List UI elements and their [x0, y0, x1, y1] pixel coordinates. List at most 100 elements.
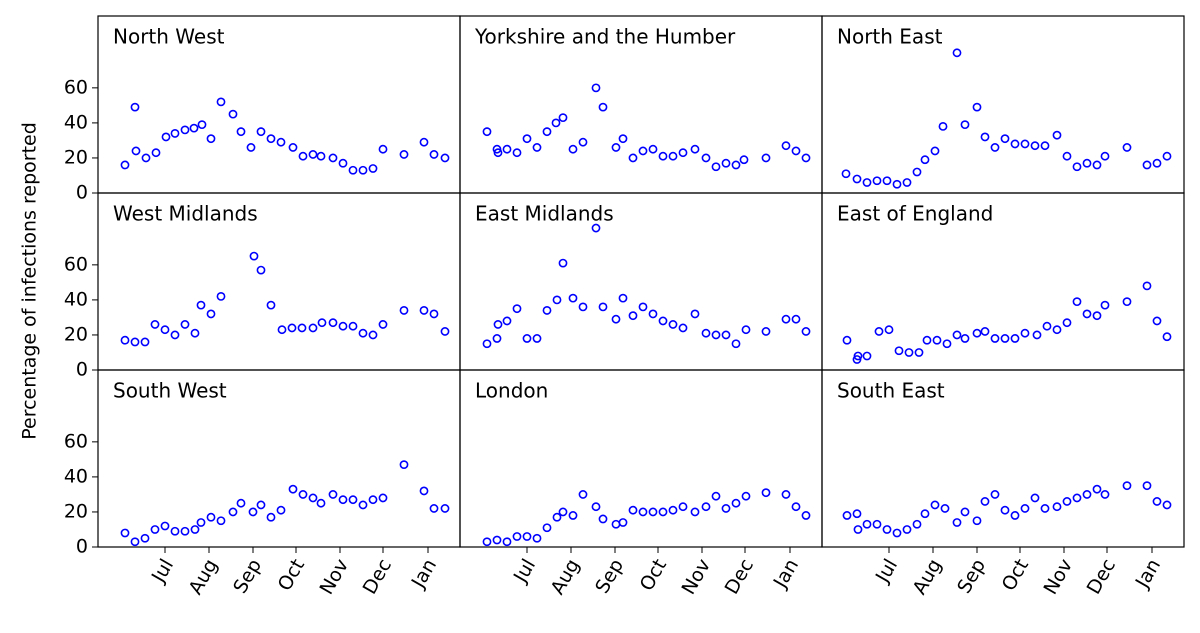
data-point	[1162, 332, 1172, 342]
data-point	[892, 528, 902, 538]
data-point	[1062, 151, 1072, 161]
data-point	[266, 300, 276, 310]
data-point	[894, 346, 904, 356]
data-point	[216, 291, 226, 301]
data-point	[522, 134, 532, 144]
data-point	[1100, 490, 1110, 499]
data-point	[952, 518, 962, 527]
data-point	[932, 335, 942, 345]
data-point	[721, 330, 731, 340]
y-tick-label: 60	[64, 430, 88, 452]
data-point	[591, 83, 601, 93]
data-point	[618, 293, 628, 303]
data-point	[721, 158, 731, 168]
data-point	[170, 129, 180, 138]
data-point	[591, 223, 601, 233]
data-point	[131, 146, 141, 156]
data-point	[532, 334, 542, 343]
data-point	[532, 143, 542, 152]
data-point	[338, 158, 348, 168]
y-axis-label: Percentage of infections reported	[19, 122, 41, 440]
data-point	[249, 251, 259, 261]
data-point	[1082, 309, 1092, 319]
data-point	[228, 109, 238, 119]
data-point	[1020, 139, 1030, 149]
data-point	[980, 327, 990, 336]
data-point	[1162, 500, 1172, 510]
data-point	[668, 151, 678, 161]
data-point	[256, 127, 266, 137]
data-point	[912, 167, 922, 177]
data-point	[972, 102, 982, 112]
x-tick-label: Nov	[677, 555, 715, 598]
data-point	[161, 132, 171, 142]
x-tick-label: Jul	[147, 555, 178, 587]
data-point	[190, 525, 200, 534]
y-tick-label: 0	[76, 536, 88, 558]
data-point	[399, 150, 409, 159]
data-point	[197, 120, 207, 130]
data-point	[852, 174, 862, 184]
data-point	[930, 500, 940, 510]
data-point	[493, 320, 503, 329]
x-tick-label: Dec	[721, 555, 758, 598]
data-point	[348, 495, 358, 505]
data-point	[904, 348, 914, 357]
data-point	[761, 488, 771, 498]
data-point	[578, 490, 588, 499]
x-tick-label: Nov	[315, 555, 353, 598]
data-point	[429, 504, 439, 513]
data-point	[960, 507, 970, 517]
x-tick-label: Aug	[184, 555, 222, 598]
data-point	[150, 525, 160, 534]
data-point	[276, 505, 286, 515]
data-point	[180, 125, 190, 135]
data-point	[150, 320, 160, 329]
x-tick-label: Nov	[1039, 555, 1077, 598]
y-tick-label: 0	[76, 182, 88, 204]
data-point	[980, 497, 990, 506]
data-point	[1052, 130, 1062, 140]
data-point	[648, 507, 658, 517]
data-point	[492, 334, 502, 343]
data-point	[628, 505, 638, 515]
data-point	[892, 179, 902, 189]
data-point	[368, 164, 378, 173]
data-point	[884, 325, 894, 335]
data-point	[429, 150, 439, 159]
data-point	[502, 316, 512, 326]
data-point	[419, 306, 429, 315]
data-point	[558, 113, 568, 123]
data-point	[972, 516, 982, 526]
data-point	[266, 512, 276, 522]
data-point	[930, 146, 940, 156]
data-point	[141, 153, 151, 163]
data-point	[862, 351, 872, 361]
data-point	[276, 137, 286, 147]
data-point	[236, 127, 246, 137]
data-point	[440, 327, 450, 336]
data-point	[170, 526, 180, 536]
data-point	[236, 498, 246, 508]
data-point	[308, 323, 318, 333]
data-point	[542, 127, 552, 137]
data-point	[1020, 328, 1030, 338]
data-point	[668, 505, 678, 515]
data-point	[317, 318, 327, 328]
data-point	[690, 309, 700, 319]
data-point	[721, 504, 731, 513]
data-point	[120, 160, 130, 170]
data-point	[552, 512, 562, 522]
data-point	[568, 293, 578, 303]
y-tick-label: 20	[64, 146, 88, 168]
data-point	[711, 491, 721, 501]
data-point	[842, 335, 852, 345]
panel-title: South West	[113, 379, 227, 403]
data-point	[902, 525, 912, 534]
x-tick-label: Jan	[769, 555, 803, 592]
data-point	[801, 511, 811, 520]
x-tick-label: Sep	[229, 555, 266, 597]
data-point	[912, 519, 922, 529]
data-point	[874, 327, 884, 336]
data-point	[1122, 297, 1132, 307]
